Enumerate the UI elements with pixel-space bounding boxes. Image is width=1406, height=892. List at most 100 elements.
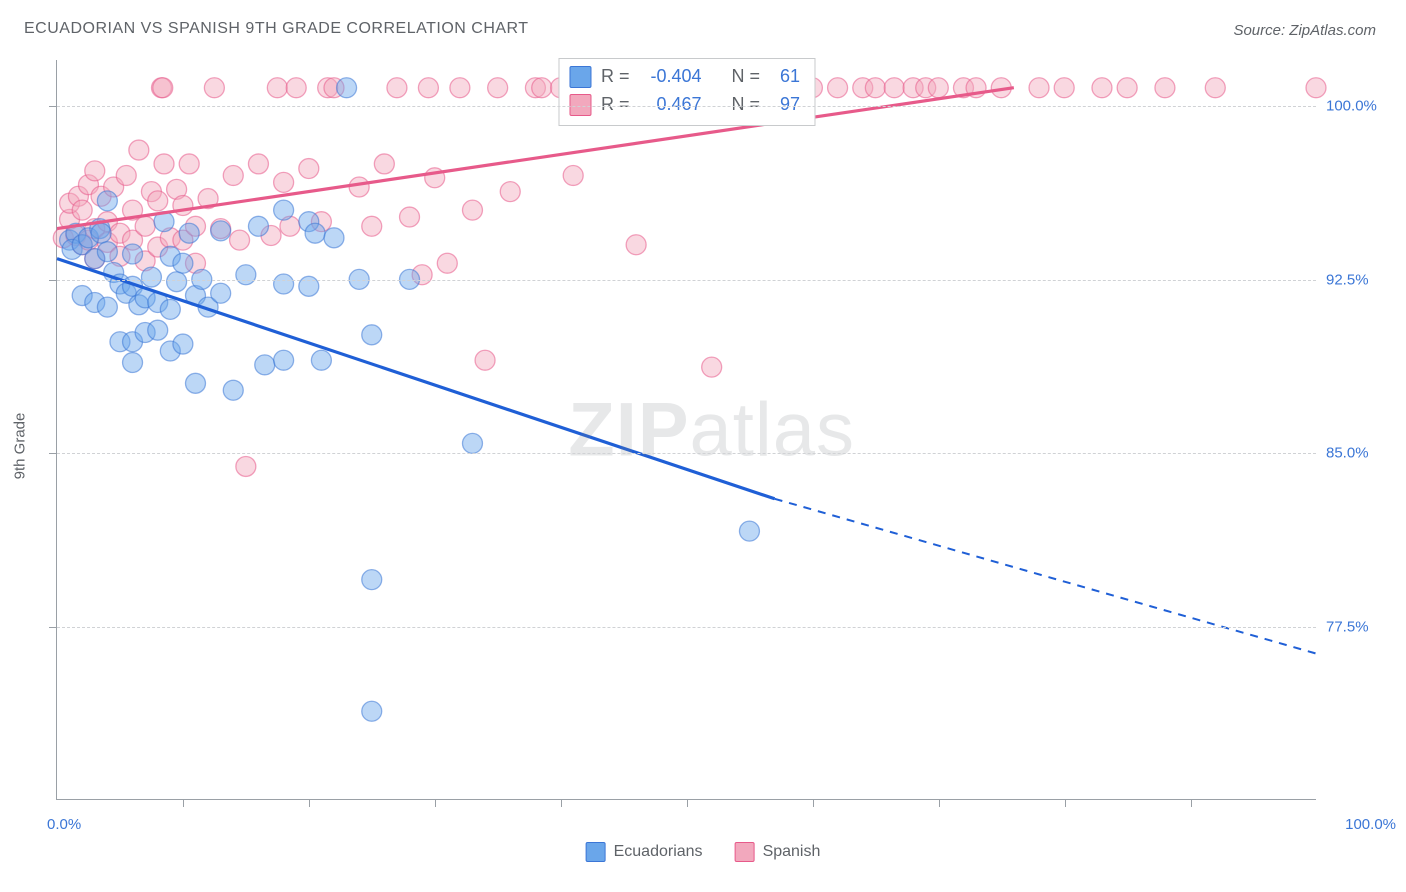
y-tick [49,280,57,281]
scatter-point [702,357,722,377]
scatter-point [305,223,325,243]
bottom-legend: Ecuadorians Spanish [586,842,821,862]
scatter-point [129,140,149,160]
y-tick-label: 92.5% [1326,271,1400,288]
x-axis-min-label: 0.0% [47,816,81,833]
scatter-point [204,78,224,98]
scatter-point [141,267,161,287]
scatter-point [97,191,117,211]
scatter-point [123,353,143,373]
scatter-point [828,78,848,98]
scatter-point [286,78,306,98]
legend-item-spanish: Spanish [735,842,821,862]
legend-label: Spanish [763,843,821,861]
legend-label: Ecuadorians [614,843,703,861]
scatter-point [248,154,268,174]
scatter-point [223,165,243,185]
y-tick [49,453,57,454]
legend-swatch-ecuadorians [586,842,606,862]
x-tick [183,799,184,807]
scatter-point [72,200,92,220]
y-tick [49,106,57,107]
scatter-point [274,274,294,294]
scatter-point [148,320,168,340]
scatter-point [185,373,205,393]
gridline [57,453,1316,454]
scatter-point [488,78,508,98]
scatter-point [450,78,470,98]
scatter-point [179,154,199,174]
r-label: R = [601,63,630,91]
scatter-point [1155,78,1175,98]
scatter-point [173,334,193,354]
scatter-point [123,244,143,264]
scatter-point [1092,78,1112,98]
n-label: N = [732,91,761,119]
x-axis-max-label: 100.0% [1345,816,1396,833]
x-tick [309,799,310,807]
scatter-point [362,325,382,345]
x-tick [813,799,814,807]
gridline [57,106,1316,107]
n-label: N = [732,63,761,91]
trend-line [57,259,775,499]
scatter-point [563,165,583,185]
scatter-point [274,172,294,192]
scatter-point [173,253,193,273]
scatter-point [500,182,520,202]
scatter-point [884,78,904,98]
scatter-svg [57,60,1316,799]
swatch-ecuadorians [569,66,591,88]
stats-legend: R = -0.404 N = 61 R = 0.467 N = 97 [558,58,815,126]
scatter-point [148,191,168,211]
plot-area: ZIPatlas R = -0.404 N = 61 R = 0.467 N =… [56,60,1316,800]
scatter-point [236,265,256,285]
y-tick-label: 100.0% [1326,98,1400,115]
r-label: R = [601,91,630,119]
gridline [57,627,1316,628]
legend-item-ecuadorians: Ecuadorians [586,842,703,862]
chart-title: ECUADORIAN VS SPANISH 9TH GRADE CORRELAT… [24,20,529,38]
trend-line [57,88,1014,229]
scatter-point [211,221,231,241]
y-tick-label: 85.0% [1326,445,1400,462]
scatter-point [362,701,382,721]
scatter-point [97,297,117,317]
r-value-1: 0.467 [640,91,702,119]
scatter-point [236,456,256,476]
scatter-point [97,242,117,262]
scatter-point [865,78,885,98]
scatter-point [230,230,250,250]
scatter-point [337,78,357,98]
scatter-point [1117,78,1137,98]
scatter-point [362,216,382,236]
scatter-point [437,253,457,273]
scatter-point [311,350,331,370]
n-value-1: 97 [770,91,800,119]
scatter-point [475,350,495,370]
stats-row-spanish: R = 0.467 N = 97 [569,91,800,119]
scatter-point [179,223,199,243]
x-tick [1191,799,1192,807]
scatter-point [1054,78,1074,98]
scatter-point [255,355,275,375]
scatter-point [160,299,180,319]
scatter-point [274,350,294,370]
scatter-point [85,161,105,181]
scatter-point [400,207,420,227]
scatter-point [1205,78,1225,98]
scatter-point [274,200,294,220]
scatter-point [324,228,344,248]
y-tick-label: 77.5% [1326,618,1400,635]
y-tick [49,627,57,628]
r-value-0: -0.404 [640,63,702,91]
scatter-point [462,433,482,453]
scatter-point [626,235,646,255]
scatter-point [387,78,407,98]
x-tick [435,799,436,807]
y-axis-title: 9th Grade [12,413,29,480]
scatter-point [248,216,268,236]
scatter-point [532,78,552,98]
stats-row-ecuadorians: R = -0.404 N = 61 [569,63,800,91]
scatter-point [211,283,231,303]
